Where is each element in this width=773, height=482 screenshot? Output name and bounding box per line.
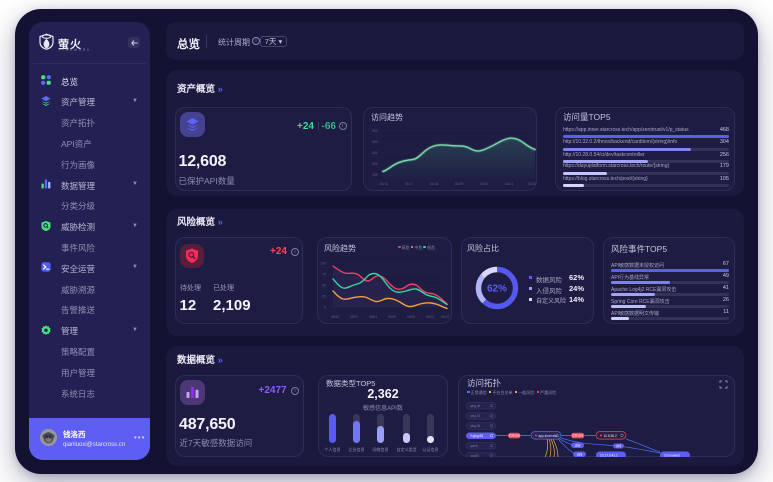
svg-text:100: 100 [320, 262, 326, 266]
svg-text:09/08: 09/08 [407, 315, 415, 319]
svg-text:qing.44: qing.44 [470, 404, 481, 408]
svg-text:0: 0 [324, 306, 326, 310]
svg-text:访问: 访问 [616, 444, 622, 448]
svg-text:08/30: 08/30 [331, 315, 339, 319]
svg-text:75: 75 [322, 273, 326, 277]
svg-text:危险访问: 危险访问 [572, 434, 583, 438]
svg-text:09/04: 09/04 [369, 315, 377, 319]
svg-text:09/10: 09/10 [426, 315, 434, 319]
svg-text:04/21: 04/21 [505, 182, 514, 186]
svg-text:500: 500 [372, 129, 378, 133]
svg-text:quin5: quin5 [470, 444, 478, 448]
svg-text:04/17: 04/17 [405, 182, 414, 186]
svg-text:qing.34: qing.34 [470, 424, 481, 428]
svg-text:04/19: 04/19 [455, 182, 464, 186]
svg-text:100: 100 [372, 173, 378, 177]
svg-text:qqq85: qqq85 [470, 454, 479, 457]
svg-text:04/18: 04/18 [430, 182, 439, 186]
svg-text:200: 200 [372, 162, 378, 166]
svg-text:09/06: 09/06 [388, 315, 396, 319]
svg-text:04/16: 04/16 [380, 182, 389, 186]
svg-text:09/12: 09/12 [441, 315, 449, 319]
svg-text:10.8.56.2: 10.8.56.2 [604, 434, 618, 438]
svg-text:qing.14: qing.14 [470, 414, 481, 418]
svg-text:09/02: 09/02 [350, 315, 358, 319]
svg-text:04/22: 04/22 [528, 182, 536, 186]
svg-text:访问: 访问 [575, 443, 581, 447]
svg-text:300: 300 [372, 151, 378, 155]
svg-text:25: 25 [322, 295, 326, 299]
svg-text:04/20: 04/20 [480, 182, 489, 186]
svg-text:app.inner.sta...: app.inner.sta... [539, 434, 560, 438]
svg-text:访问: 访问 [577, 452, 583, 456]
svg-text:10.17.0.41.1: 10.17.0.41.1 [600, 454, 618, 457]
svg-text:400: 400 [372, 140, 378, 144]
svg-text:危险访问: 危险访问 [509, 434, 520, 438]
svg-text:Y.qing.65: Y.qing.65 [470, 434, 483, 438]
svg-text:50: 50 [322, 284, 326, 288]
svg-text:62%: 62% [487, 284, 507, 295]
svg-text:10.novanet: 10.novanet [664, 454, 680, 457]
